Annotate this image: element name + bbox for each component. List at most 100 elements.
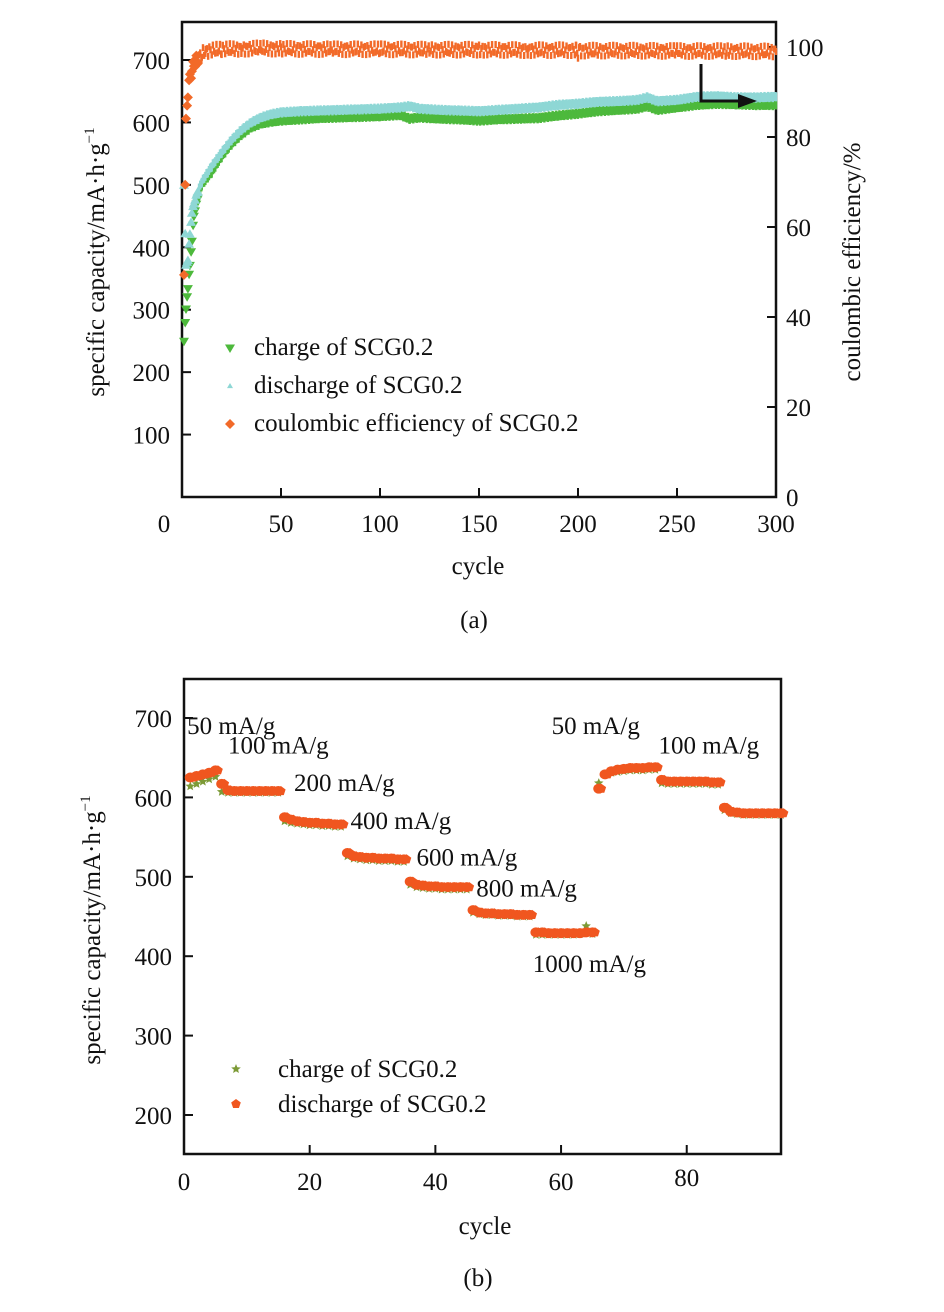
data-point	[501, 43, 504, 51]
data-point	[716, 42, 719, 50]
panel-a: 0 50 100 150 200 250 300 100 200 300 400 500 600 700 0…	[82, 20, 866, 634]
data-point	[716, 777, 726, 787]
data-point	[326, 40, 329, 48]
data-point	[774, 48, 778, 55]
a-ytick-label: 200	[133, 360, 171, 387]
series-a-charge-of-scg0-2	[179, 98, 778, 347]
data-point	[262, 39, 265, 47]
data-point	[302, 41, 305, 49]
data-point	[192, 186, 203, 196]
series-b-discharge-of-scg0-2	[184, 762, 789, 939]
axis-arrow-annotation	[699, 64, 757, 108]
data-point	[331, 49, 335, 57]
panel-label-b: (b)	[463, 1265, 492, 1292]
data-point	[610, 50, 614, 58]
data-point	[440, 41, 443, 49]
data-point	[532, 45, 535, 53]
data-point	[484, 44, 488, 52]
a-y2tick-label: 20	[786, 395, 811, 422]
data-point	[422, 47, 426, 55]
data-point	[682, 42, 686, 50]
data-point	[681, 48, 685, 56]
data-point	[373, 40, 376, 48]
data-point	[723, 43, 726, 51]
data-point	[595, 42, 598, 50]
legend-b: charge of SCG0.2 discharge of SCG0.2	[231, 1056, 487, 1118]
data-point	[402, 47, 405, 55]
data-point	[487, 41, 490, 49]
data-point	[437, 44, 441, 52]
data-point	[387, 41, 390, 49]
data-point	[730, 43, 733, 51]
data-point	[429, 47, 432, 55]
data-point	[763, 42, 766, 50]
data-point	[314, 50, 317, 58]
data-point	[182, 293, 193, 302]
data-point	[700, 51, 704, 59]
data-point	[561, 41, 565, 49]
rate-label: 1000 mA/g	[533, 951, 647, 978]
data-point	[622, 45, 626, 53]
data-point	[261, 47, 264, 55]
data-point	[288, 48, 291, 56]
data-point	[747, 52, 751, 60]
data-point	[691, 52, 694, 60]
data-point	[751, 53, 754, 61]
data-point	[285, 40, 289, 48]
data-point	[722, 47, 725, 55]
axis-ticks-b: 0 20 40 60 80 200 300 400 500 600 700	[135, 706, 700, 1196]
data-point	[566, 51, 569, 59]
data-point	[265, 40, 269, 48]
data-point	[379, 40, 383, 48]
data-point	[215, 40, 218, 48]
data-point	[364, 51, 368, 59]
data-point	[632, 41, 635, 49]
data-point	[338, 819, 349, 829]
data-point	[750, 43, 753, 51]
data-point	[570, 51, 573, 59]
data-point	[687, 52, 691, 60]
data-point	[252, 39, 255, 47]
b-ytick-label: 200	[135, 1103, 173, 1130]
data-point	[455, 51, 459, 59]
data-point	[276, 786, 286, 796]
data-point	[543, 46, 547, 54]
data-point	[511, 41, 514, 49]
legend-label-a-2: coulombic efficiency of SCG0.2	[254, 410, 578, 437]
data-point	[660, 52, 664, 60]
data-point	[646, 47, 649, 55]
data-point	[614, 48, 617, 56]
data-point	[461, 46, 464, 54]
data-point	[273, 43, 276, 51]
panel-label-a: (a)	[460, 607, 488, 634]
data-point	[225, 40, 228, 48]
rate-label: 100 mA/g	[228, 733, 329, 760]
data-point	[446, 49, 449, 57]
data-point	[482, 51, 485, 59]
data-point	[692, 42, 695, 50]
b-ylabel: specific capacity/mA·h·g−1	[78, 795, 106, 1064]
data-point	[204, 774, 214, 784]
data-point	[582, 44, 585, 52]
data-point	[675, 42, 679, 50]
data-point	[384, 50, 388, 58]
data-point	[698, 49, 701, 57]
data-point	[639, 43, 642, 51]
data-point	[205, 45, 209, 53]
data-point	[762, 51, 765, 59]
data-point	[746, 42, 750, 50]
b-ylabel-main: specific capacity/mA·h·g	[79, 811, 106, 1065]
data-point	[771, 53, 775, 61]
data-point	[442, 50, 445, 58]
data-point	[186, 217, 197, 226]
data-point	[291, 46, 295, 54]
arrow-head	[738, 94, 757, 108]
data-point	[701, 47, 705, 55]
data-point	[305, 40, 309, 48]
data-point	[749, 47, 752, 55]
data-point	[560, 48, 563, 56]
data-point	[242, 41, 245, 49]
data-point	[200, 53, 203, 61]
a-xtick-label: 50	[269, 511, 294, 538]
data-point	[355, 47, 358, 55]
